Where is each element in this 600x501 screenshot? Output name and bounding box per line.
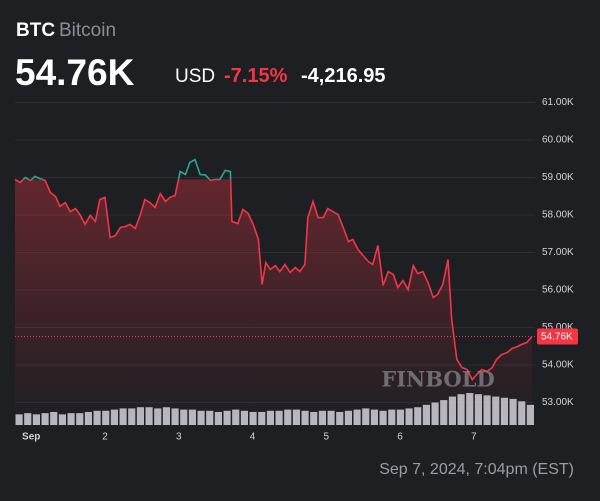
change-pct: -7.15%: [224, 65, 288, 87]
y-tick-label: 61.00K: [542, 97, 574, 108]
x-tick-label: 6: [397, 432, 403, 443]
last-price-box: [537, 328, 578, 345]
price: 54.76K: [15, 52, 135, 93]
currency: USD: [175, 66, 216, 87]
last-price-label: 54.76K: [541, 332, 573, 343]
price-area: [15, 179, 532, 425]
y-tick-label: 59.00K: [542, 172, 574, 183]
timestamp: Sep 7, 2024, 7:04pm (EST): [379, 461, 574, 478]
y-tick-label: 55.00K: [542, 322, 574, 333]
x-tick-label: 2: [102, 432, 108, 443]
change: -4,216.95: [301, 65, 386, 87]
x-tick-label: 5: [323, 432, 329, 443]
y-tick-label: 57.00K: [542, 247, 574, 258]
x-tick-label: 4: [250, 432, 256, 443]
y-tick-label: 53.00K: [542, 397, 574, 408]
x-tick-label: 7: [471, 432, 477, 443]
watermark: FINBOLD: [381, 367, 494, 392]
y-tick-label: 54.00K: [542, 360, 574, 371]
price-line-down: [14, 179, 533, 382]
x-tick-label: Sep: [22, 432, 40, 443]
asset-name: Bitcoin: [59, 20, 117, 41]
x-tick-label: 3: [176, 432, 182, 443]
symbol: BTC: [16, 20, 56, 41]
y-tick-label: 60.00K: [542, 135, 574, 146]
y-tick-label: 58.00K: [542, 210, 574, 221]
chart: 53.00K 54.00K 55.00K 56.00K 57.00K 58.00K 59.0…: [14, 97, 578, 443]
y-tick-label: 56.00K: [542, 285, 574, 296]
